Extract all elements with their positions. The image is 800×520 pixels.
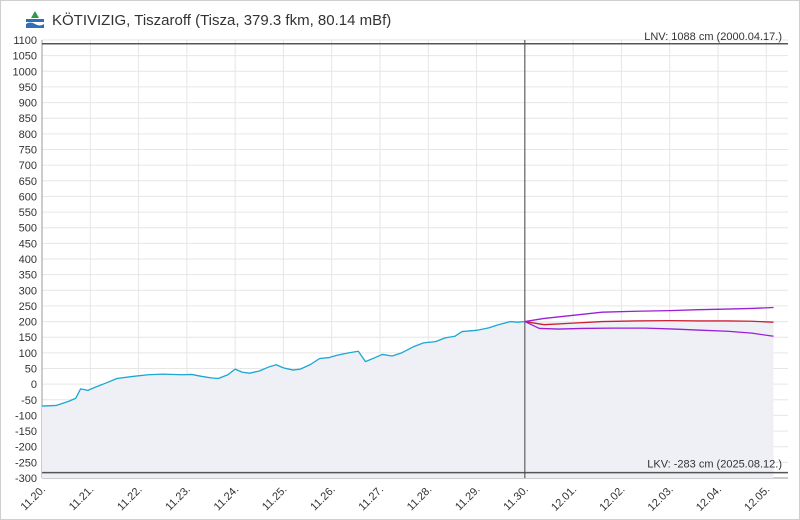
x-tick-label: 12.01. bbox=[549, 484, 579, 514]
lnv-label: LNV: 1088 cm (2000.04.17.) bbox=[644, 31, 782, 43]
forecast-upper-line bbox=[524, 306, 774, 323]
y-tick-label: 550 bbox=[19, 207, 37, 219]
chart-title: KÖTIVIZIG, Tiszaroff (Tisza, 379.3 fkm, … bbox=[52, 11, 392, 29]
y-tick-label: 800 bbox=[19, 129, 37, 141]
y-tick-label: 200 bbox=[19, 317, 37, 329]
y-tick-label: 0 bbox=[31, 379, 37, 391]
x-tick-label: 12.03. bbox=[646, 484, 676, 514]
measured-series-line bbox=[41, 320, 525, 407]
y-tick-label: 100 bbox=[19, 348, 37, 360]
y-tick-label: 50 bbox=[25, 364, 37, 376]
y-tick-label: 150 bbox=[19, 332, 37, 344]
x-tick-label: 11.20. bbox=[19, 484, 49, 514]
y-tick-label: 450 bbox=[19, 238, 37, 250]
y-tick-label: 300 bbox=[19, 285, 37, 297]
x-tick-label: 12.05. bbox=[742, 484, 772, 514]
y-tick-label: 400 bbox=[19, 254, 37, 266]
chart-header: KÖTIVIZIG, Tiszaroff (Tisza, 379.3 fkm, … bbox=[24, 8, 391, 32]
x-tick-label: 11.21. bbox=[67, 484, 97, 514]
y-tick-label: 700 bbox=[19, 160, 37, 172]
y-tick-label: -200 bbox=[15, 442, 37, 454]
y-tick-label: -50 bbox=[21, 395, 37, 407]
x-tick-label: 11.22. bbox=[115, 484, 145, 514]
x-tick-label: 11.26. bbox=[308, 484, 338, 514]
y-tick-label: 250 bbox=[19, 301, 37, 313]
y-tick-label: 1100 bbox=[13, 35, 37, 47]
x-tick-label: 11.28. bbox=[405, 484, 435, 514]
y-tick-label: 850 bbox=[19, 113, 37, 125]
y-tick-label: -250 bbox=[15, 457, 37, 469]
y-tick-label: 900 bbox=[19, 98, 37, 110]
lkv-label: LKV: -283 cm (2025.08.12.) bbox=[647, 459, 782, 471]
y-tick-label: 350 bbox=[19, 270, 37, 282]
kotivizig-logo-icon bbox=[26, 11, 44, 28]
y-tick-label: 750 bbox=[19, 145, 37, 157]
x-tick-label: 11.25. bbox=[260, 484, 290, 514]
y-tick-label: 600 bbox=[19, 191, 37, 203]
forecast-mid-line bbox=[524, 319, 774, 326]
y-tick-label: -100 bbox=[15, 410, 37, 422]
x-tick-label: 11.24. bbox=[212, 484, 242, 514]
y-tick-label: 500 bbox=[19, 223, 37, 235]
x-tick-label: 11.23. bbox=[163, 484, 193, 514]
forecast-lower-line bbox=[524, 320, 774, 337]
measured-area bbox=[42, 321, 774, 478]
x-tick-label: 11.27. bbox=[357, 484, 387, 514]
x-tick-label: 12.04. bbox=[694, 484, 724, 514]
y-tick-label: 950 bbox=[19, 82, 37, 94]
x-tick-label: 11.30. bbox=[501, 484, 531, 514]
y-tick-label: 1000 bbox=[13, 66, 37, 78]
y-tick-label: -300 bbox=[15, 473, 37, 485]
y-tick-label: 1050 bbox=[13, 51, 37, 63]
x-tick-label: 11.29. bbox=[453, 484, 483, 514]
y-tick-label: 650 bbox=[19, 176, 37, 188]
y-tick-label: -150 bbox=[15, 426, 37, 438]
x-tick-label: 12.02. bbox=[597, 484, 627, 514]
